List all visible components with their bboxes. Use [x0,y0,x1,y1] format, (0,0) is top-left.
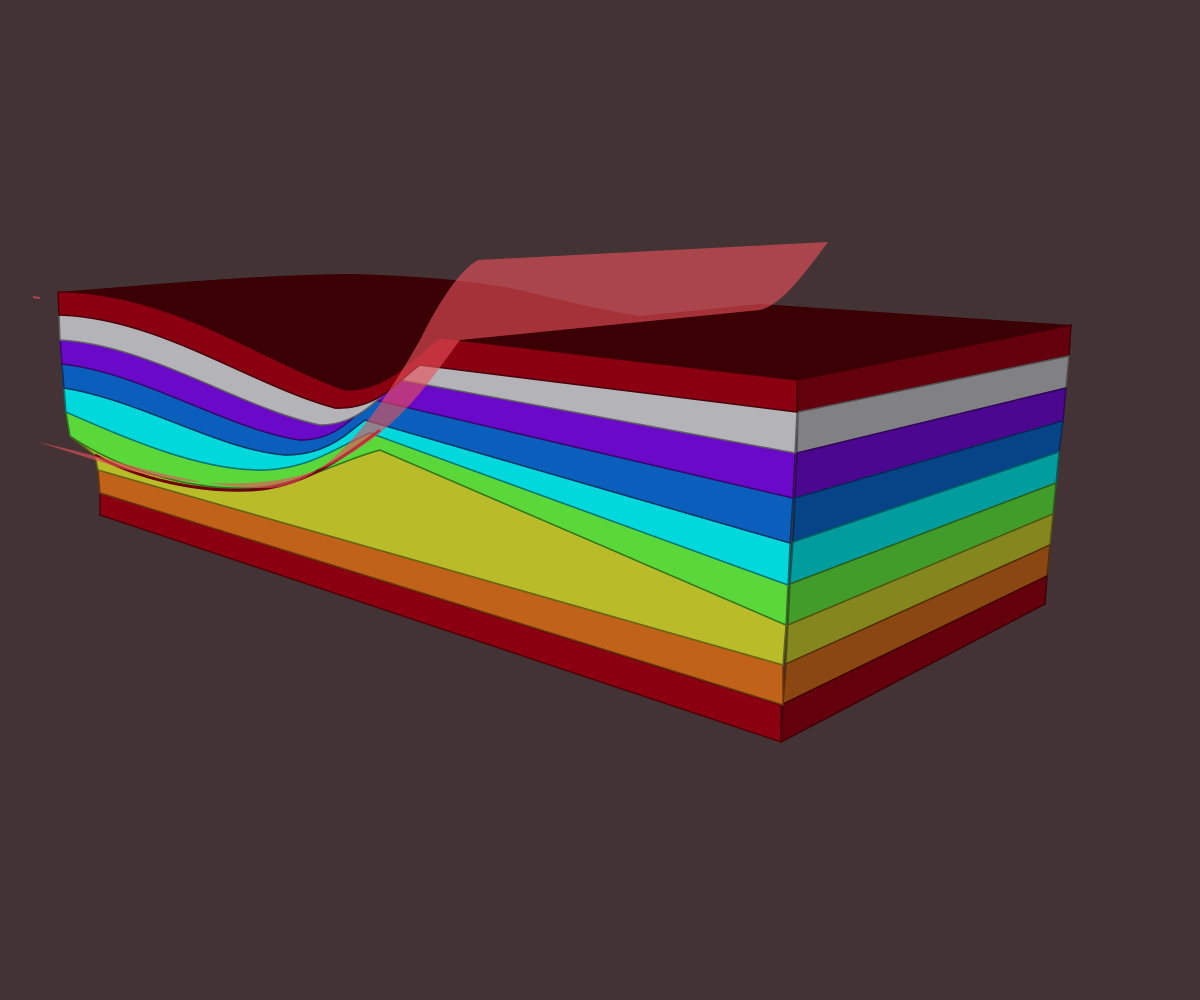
fault-plane [38,242,828,489]
axis-tick [32,296,41,299]
block-side-face [780,324,1072,744]
block-top-surface [58,274,1071,391]
